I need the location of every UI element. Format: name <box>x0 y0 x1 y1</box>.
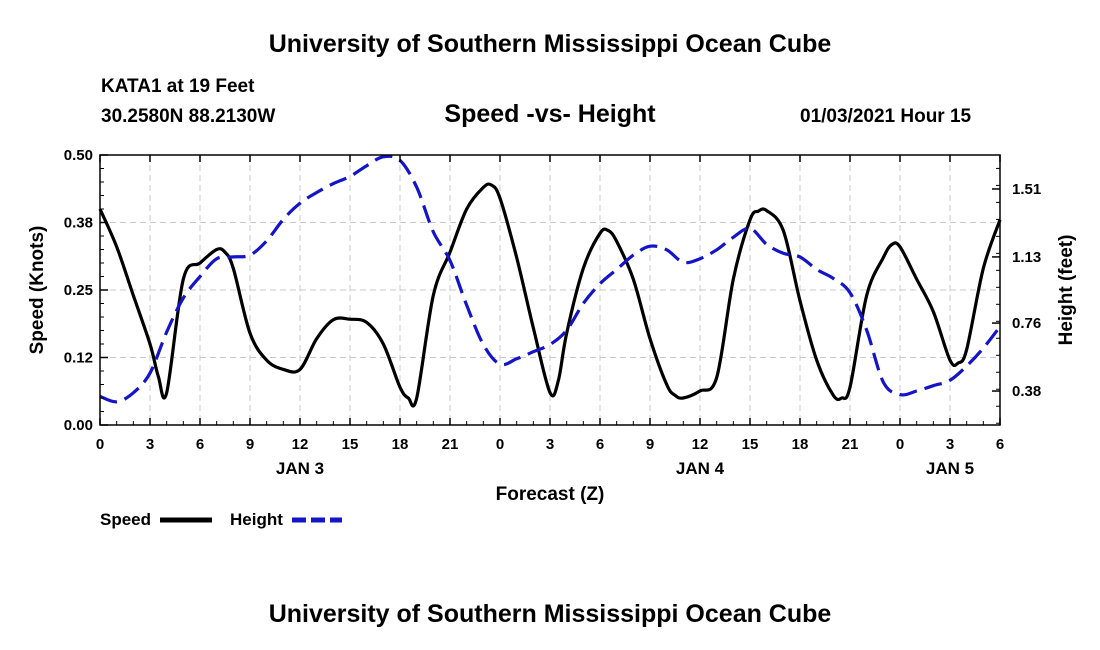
page-title: University of Southern Mississippi Ocean… <box>268 30 832 58</box>
y-tick-label: 0.50 <box>64 147 93 164</box>
y-tick-label: 0.00 <box>64 417 93 434</box>
x-tick-label: 6 <box>596 436 604 453</box>
x-axis-label: Forecast (Z) <box>496 484 605 505</box>
x-tick-label: 6 <box>996 436 1004 453</box>
x-tick-label: 21 <box>442 436 459 453</box>
x-tick-label: 0 <box>96 436 104 453</box>
y-tick-label: 0.12 <box>64 350 93 367</box>
y-axis-label: Speed (Knots) <box>27 226 48 355</box>
legend-height-label: Height <box>230 510 283 529</box>
footer-title: University of Southern Mississippi Ocean… <box>268 600 832 628</box>
x-tick-label: 12 <box>292 436 309 453</box>
chart-title: Speed -vs- Height <box>444 100 656 128</box>
day-label: JAN 4 <box>676 459 725 478</box>
x-tick-label: 0 <box>496 436 504 453</box>
series-line-speed <box>98 182 1002 408</box>
series-line-height <box>99 154 1002 404</box>
x-tick-label: 21 <box>842 436 859 453</box>
day-label: JAN 5 <box>926 459 974 478</box>
x-tick-label: 15 <box>742 436 759 453</box>
x-tick-label: 3 <box>946 436 954 453</box>
x-tick-label: 12 <box>692 436 709 453</box>
legend-speed-label: Speed <box>100 510 151 529</box>
y2-tick-label: 0.76 <box>1012 315 1041 332</box>
station-coordinates: 30.2580N 88.2130W <box>101 106 276 127</box>
y-tick-label: 0.25 <box>64 282 93 299</box>
x-tick-label: 0 <box>896 436 904 453</box>
x-tick-label: 15 <box>342 436 359 453</box>
chart-grid <box>100 155 1000 425</box>
x-tick-label: 9 <box>246 436 254 453</box>
x-tick-label: 18 <box>392 436 409 453</box>
x-tick-label: 18 <box>792 436 809 453</box>
station-label: KATA1 at 19 Feet <box>101 76 255 97</box>
x-tick-label: 3 <box>146 436 154 453</box>
y-tick-label: 0.38 <box>64 215 93 232</box>
x-tick-label: 6 <box>196 436 204 453</box>
y2-tick-label: 1.13 <box>1012 249 1041 266</box>
y2-tick-label: 1.51 <box>1012 181 1041 198</box>
legend: Speed Height <box>100 510 342 529</box>
y2-axis-label: Height (feet) <box>1056 235 1077 346</box>
chart-axes: 0 3 6 9 12 15 18 21 0 3 6 9 12 15 18 21 0 3 6 0.00 0.12 0.25 0… <box>64 147 1041 478</box>
y2-tick-label: 0.38 <box>1012 383 1041 400</box>
day-label: JAN 3 <box>276 459 324 478</box>
x-tick-label: 9 <box>646 436 654 453</box>
forecast-datetime: 01/03/2021 Hour 15 <box>800 106 972 127</box>
x-tick-label: 3 <box>546 436 554 453</box>
chart-series <box>98 154 1002 408</box>
